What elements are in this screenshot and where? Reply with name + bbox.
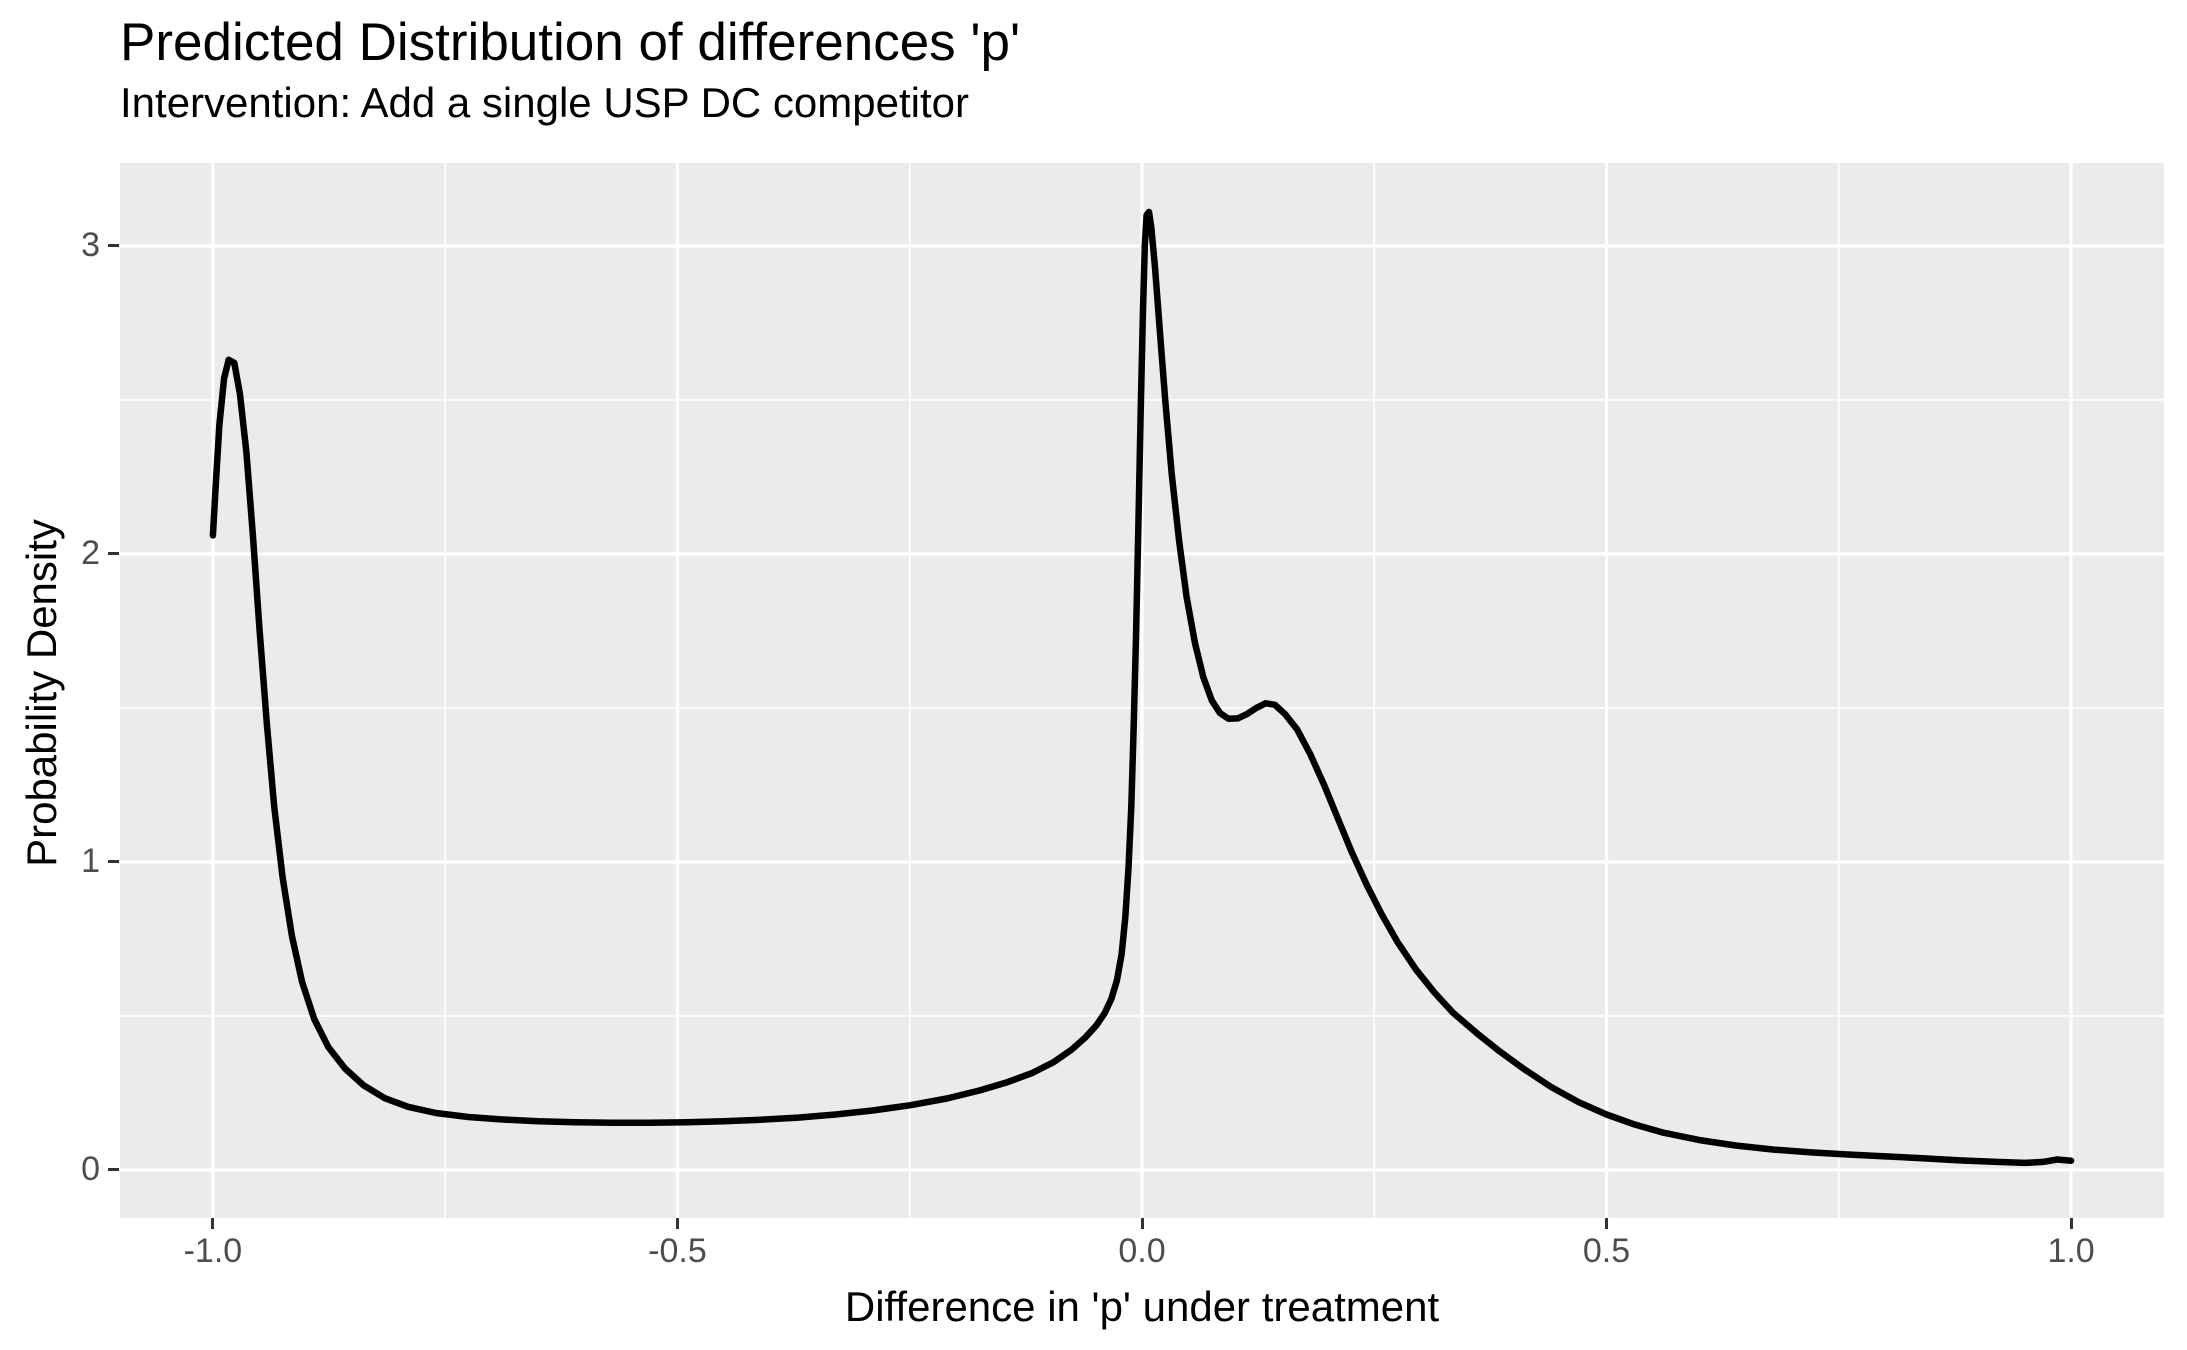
x-tick-mark bbox=[675, 1218, 679, 1229]
density-curve bbox=[209, 208, 2075, 1167]
y-tick-label: 3 bbox=[81, 225, 100, 264]
plot-title: Predicted Distribution of differences 'p… bbox=[120, 13, 1021, 72]
x-tick-mark bbox=[1140, 1218, 1144, 1229]
x-tick-label: 0.5 bbox=[1582, 1232, 1631, 1270]
x-tick-mark bbox=[211, 1218, 215, 1229]
x-tick-label: -1.0 bbox=[183, 1232, 243, 1270]
x-tick-label: -0.5 bbox=[648, 1232, 707, 1270]
x-tick-mark bbox=[1605, 1218, 1609, 1229]
x-axis-title: Difference in 'p' under treatment bbox=[844, 1283, 1440, 1330]
y-tick-label: 0 bbox=[81, 1149, 100, 1188]
x-tick-mark bbox=[2069, 1218, 2073, 1229]
x-tick-label: 0.0 bbox=[1118, 1232, 1166, 1270]
y-tick-mark bbox=[108, 552, 119, 556]
plot-panel bbox=[120, 163, 2164, 1218]
plot-subtitle: Intervention: Add a single USP DC compet… bbox=[120, 79, 970, 126]
y-tick-label: 1 bbox=[81, 841, 100, 880]
y-tick-mark bbox=[108, 1168, 119, 1172]
y-tick-mark bbox=[108, 244, 119, 248]
y-tick-label: 2 bbox=[81, 533, 100, 572]
x-tick-label: 1.0 bbox=[2047, 1232, 2095, 1270]
y-tick-mark bbox=[108, 860, 119, 864]
plot-canvas bbox=[120, 163, 2164, 1218]
